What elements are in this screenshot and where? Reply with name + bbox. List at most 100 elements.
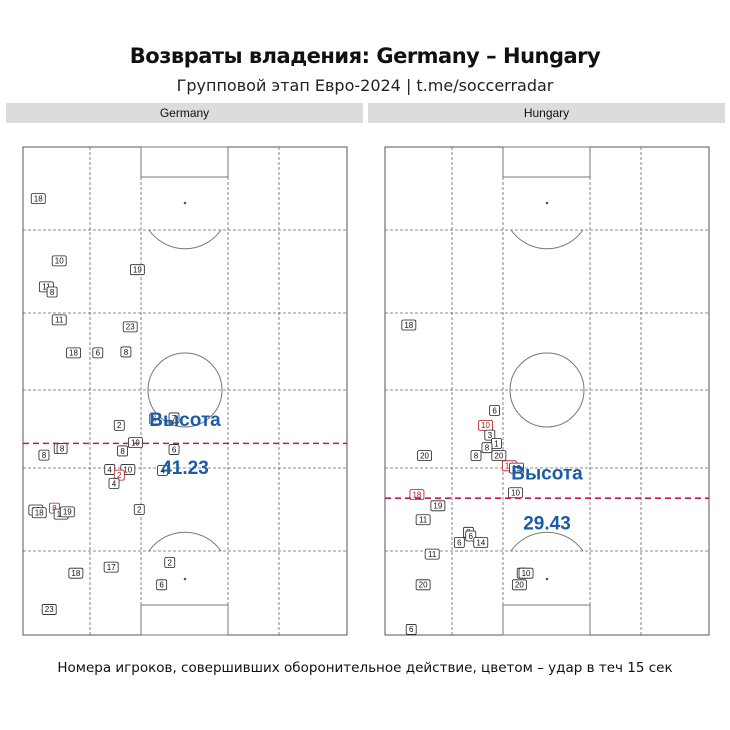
marker-label: 2 — [137, 505, 142, 514]
pitch-hungary: 1861031820820141910181911866141120110206… — [384, 146, 710, 636]
marker-box — [518, 567, 534, 579]
goal-area-bottom — [140, 604, 229, 636]
marker-box — [41, 604, 57, 615]
marker-label: 11 — [428, 550, 437, 559]
marker-box — [401, 319, 417, 331]
marker-label: 20 — [419, 581, 428, 590]
marker-box — [120, 346, 132, 358]
player-marker: 8 — [120, 346, 132, 358]
marker-label: 10 — [123, 465, 132, 474]
player-marker: 11 — [424, 548, 440, 560]
penalty-arc-top — [510, 229, 584, 250]
marker-label: 8 — [124, 348, 129, 357]
marker-box — [430, 500, 446, 512]
marker-box — [117, 445, 128, 457]
marker-box — [51, 314, 67, 326]
pitch-markings — [22, 146, 348, 636]
marker-label: 6 — [492, 406, 497, 415]
marker-label: 19 — [133, 265, 142, 274]
marker-label: 3 — [488, 431, 493, 440]
marker-label: 8 — [474, 451, 479, 460]
penalty-spot-top — [183, 201, 187, 205]
pitch-outline — [384, 146, 710, 636]
marker-box — [66, 347, 81, 359]
penalty-arc-bottom — [510, 531, 584, 552]
marker-box — [409, 489, 425, 501]
height-label: Высота — [149, 410, 221, 431]
marker-label: 8 — [60, 444, 65, 453]
marker-label: 8 — [120, 447, 125, 456]
player-marker: 6 — [465, 530, 477, 542]
player-marker-shot: 10 — [478, 419, 493, 431]
marker-box — [68, 567, 84, 579]
player-marker: 10 — [51, 255, 67, 267]
marker-label: 18 — [69, 349, 78, 358]
marker-box — [113, 419, 125, 431]
player-marker: 2 — [133, 504, 145, 515]
marker-label: 18 — [412, 490, 421, 499]
marker-label: 8 — [52, 504, 57, 513]
marker-label: 18 — [404, 321, 413, 330]
marker-label: 19 — [63, 508, 72, 517]
player-marker: 18 — [30, 193, 46, 204]
player-marker: 6 — [156, 579, 168, 591]
height-value: 29.43 — [523, 514, 571, 535]
marker-label: 10 — [55, 257, 64, 266]
player-marker: 8 — [117, 445, 128, 457]
marker-label: 20 — [494, 451, 503, 460]
marker-box — [511, 579, 527, 591]
panel-header-hungary: Hungary — [368, 103, 725, 123]
player-marker: 18 — [401, 319, 417, 331]
player-marker: 2 — [113, 419, 125, 431]
marker-box — [156, 579, 168, 591]
marker-box — [164, 557, 176, 568]
player-marker: 18 — [68, 567, 84, 579]
player-marker: 3 — [484, 429, 496, 441]
height-label: Высота — [511, 464, 583, 485]
player-marker: 20 — [415, 579, 431, 591]
marker-box — [417, 450, 432, 462]
player-marker: 6 — [453, 537, 465, 548]
player-marker: 6 — [405, 624, 417, 635]
marker-label: 10 — [481, 421, 490, 430]
marker-label: 10 — [511, 489, 520, 498]
marker-box — [168, 412, 180, 424]
marker-box — [108, 478, 120, 489]
player-marker: 23 — [41, 604, 57, 615]
marker-label: 4 — [160, 466, 165, 475]
player-marker: 4 — [104, 464, 116, 475]
marker-label: 20 — [515, 581, 524, 590]
player-marker: 8 — [470, 450, 482, 462]
player-marker: 1 — [491, 438, 502, 449]
player-marker: 18 — [31, 507, 47, 519]
marker-box — [51, 255, 67, 267]
player-marker-shot: 6 — [149, 413, 160, 425]
marker-box — [415, 579, 431, 591]
marker-label: 18 — [34, 194, 43, 203]
player-marker: 20 — [511, 579, 527, 591]
marker-box — [491, 450, 507, 462]
marker-box — [473, 537, 489, 548]
player-marker: 14 — [473, 537, 489, 548]
player-marker: 19 — [430, 500, 446, 512]
marker-box — [489, 405, 500, 416]
player-marker: 19 — [59, 506, 75, 518]
marker-box — [38, 449, 50, 461]
player-marker: 10 — [518, 567, 534, 579]
marker-label: 18 — [71, 569, 80, 578]
marker-label: 6 — [409, 625, 414, 634]
marker-label: 2 — [117, 421, 122, 430]
marker-label: 19 — [512, 464, 521, 473]
marker-box — [122, 321, 138, 333]
goal-area-top — [502, 146, 591, 178]
marker-label: 11 — [42, 283, 51, 292]
player-marker: 4 — [108, 478, 120, 489]
player-marker: 11 — [51, 314, 67, 326]
pitch-outline — [22, 146, 348, 636]
marker-label: 6 — [159, 581, 164, 590]
marker-label: 6 — [96, 349, 101, 358]
marker-box — [415, 514, 431, 526]
marker-label: 7 — [172, 414, 177, 423]
goal-area-bottom — [502, 604, 591, 636]
player-marker: 2 — [164, 557, 176, 568]
